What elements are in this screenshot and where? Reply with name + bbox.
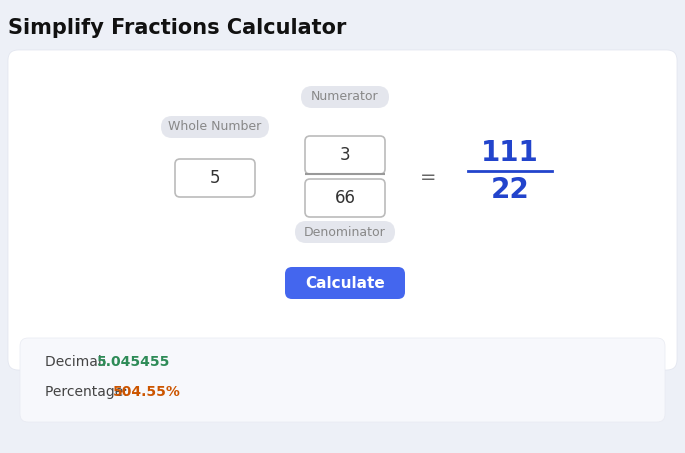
Text: 3: 3 xyxy=(340,146,350,164)
FancyBboxPatch shape xyxy=(175,159,255,197)
Text: Simplify Fractions Calculator: Simplify Fractions Calculator xyxy=(8,18,347,38)
Text: Calculate: Calculate xyxy=(305,275,385,290)
FancyBboxPatch shape xyxy=(20,338,665,422)
FancyBboxPatch shape xyxy=(305,179,385,217)
FancyBboxPatch shape xyxy=(305,136,385,174)
Text: 5: 5 xyxy=(210,169,221,187)
FancyBboxPatch shape xyxy=(161,116,269,138)
Text: Whole Number: Whole Number xyxy=(169,120,262,134)
Text: 504.55%: 504.55% xyxy=(113,385,181,399)
FancyBboxPatch shape xyxy=(301,86,389,108)
Text: 111: 111 xyxy=(481,139,539,167)
Text: 22: 22 xyxy=(490,176,530,204)
FancyBboxPatch shape xyxy=(8,50,677,370)
FancyBboxPatch shape xyxy=(295,221,395,243)
Text: =: = xyxy=(420,169,436,188)
Text: Denominator: Denominator xyxy=(304,226,386,238)
Text: Decimal:: Decimal: xyxy=(45,355,111,369)
Text: 66: 66 xyxy=(334,189,356,207)
Text: Percentage:: Percentage: xyxy=(45,385,132,399)
Text: 5.045455: 5.045455 xyxy=(97,355,171,369)
FancyBboxPatch shape xyxy=(285,267,405,299)
Text: Numerator: Numerator xyxy=(311,91,379,103)
